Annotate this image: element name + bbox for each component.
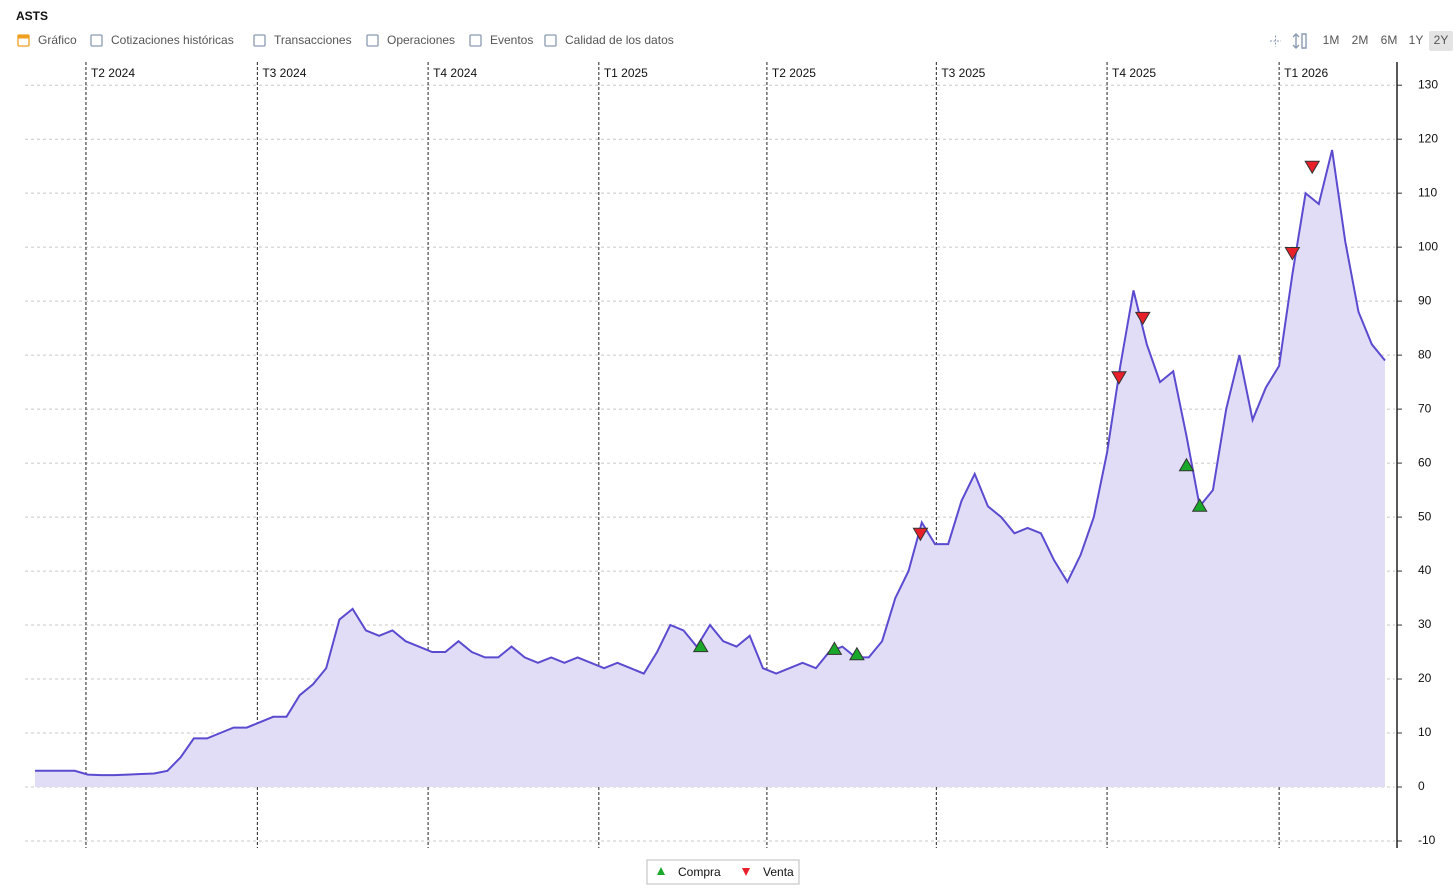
tab-label[interactable]: Cotizaciones históricas [111,33,234,47]
tab-label[interactable]: Operaciones [387,33,455,47]
trade-marker [1178,457,1195,472]
range-button[interactable]: 1Y [1409,33,1424,47]
x-tick-label: T3 2025 [941,66,985,80]
tab-label[interactable]: Gráfico [38,33,77,47]
y-tick-label: 90 [1418,293,1432,307]
tab-label[interactable]: Eventos [490,33,533,47]
scale-icon[interactable] [1292,33,1307,49]
x-tick-label: T4 2024 [433,66,477,80]
y-tick-label: 60 [1418,455,1432,469]
trade-marker [826,641,843,655]
x-tick-label: T4 2025 [1112,66,1156,80]
y-tick-label: 10 [1418,725,1432,739]
range-button[interactable]: 2M [1352,33,1369,47]
trade-marker [1111,371,1127,385]
tab-checkbox[interactable] [253,34,266,47]
tab-checkbox[interactable] [544,34,557,47]
y-tick-label: 80 [1418,347,1432,361]
y-tick-label: 30 [1418,617,1432,631]
tab-label[interactable]: Calidad de los datos [565,33,674,47]
x-tick-label: T2 2024 [91,66,135,80]
y-tick-label: 130 [1418,77,1438,91]
range-button[interactable]: 1M [1323,33,1340,47]
tab-checkbox[interactable] [366,34,379,47]
area [35,150,1385,787]
y-tick-label: 100 [1418,239,1438,253]
crosshair-icon[interactable] [1270,35,1281,47]
y-tick-label: 110 [1418,185,1437,199]
tab-checkbox[interactable] [90,34,103,47]
range-selected-bg [1429,31,1453,51]
x-tick-label: T2 2025 [772,66,816,80]
tab-label[interactable]: Transacciones [274,33,352,47]
trade-marker [912,527,929,542]
y-tick-label: 0 [1418,779,1425,793]
y-tick-label: 120 [1418,131,1438,145]
trade-marker [692,638,709,653]
legend-symbol [657,867,665,875]
tab-checkbox[interactable] [469,34,482,47]
range-button[interactable]: 2Y [1434,33,1449,47]
legend-label: Compra [678,865,721,879]
legend-symbol [742,868,750,876]
x-tick-label: T1 2025 [604,66,648,80]
ticker: ASTS [16,9,48,23]
y-tick-label: 50 [1418,509,1432,523]
trade-marker [1134,311,1151,326]
y-tick-label: 40 [1418,563,1432,577]
tab-checkbox[interactable] [17,34,30,47]
trade-marker [1191,498,1208,512]
y-tick-label: 20 [1418,671,1432,685]
x-tick-label: T3 2024 [262,66,306,80]
price-line [35,149,1386,777]
legend-box [646,859,800,885]
trade-marker [849,646,865,661]
y-tick-label: -10 [1418,833,1436,847]
y-tick-label: 70 [1418,401,1432,415]
trade-marker [1284,247,1301,261]
range-button[interactable]: 6M [1381,33,1398,47]
legend-label: Venta [763,865,794,879]
trade-marker [1304,160,1321,175]
x-tick-label: T1 2026 [1284,66,1328,80]
